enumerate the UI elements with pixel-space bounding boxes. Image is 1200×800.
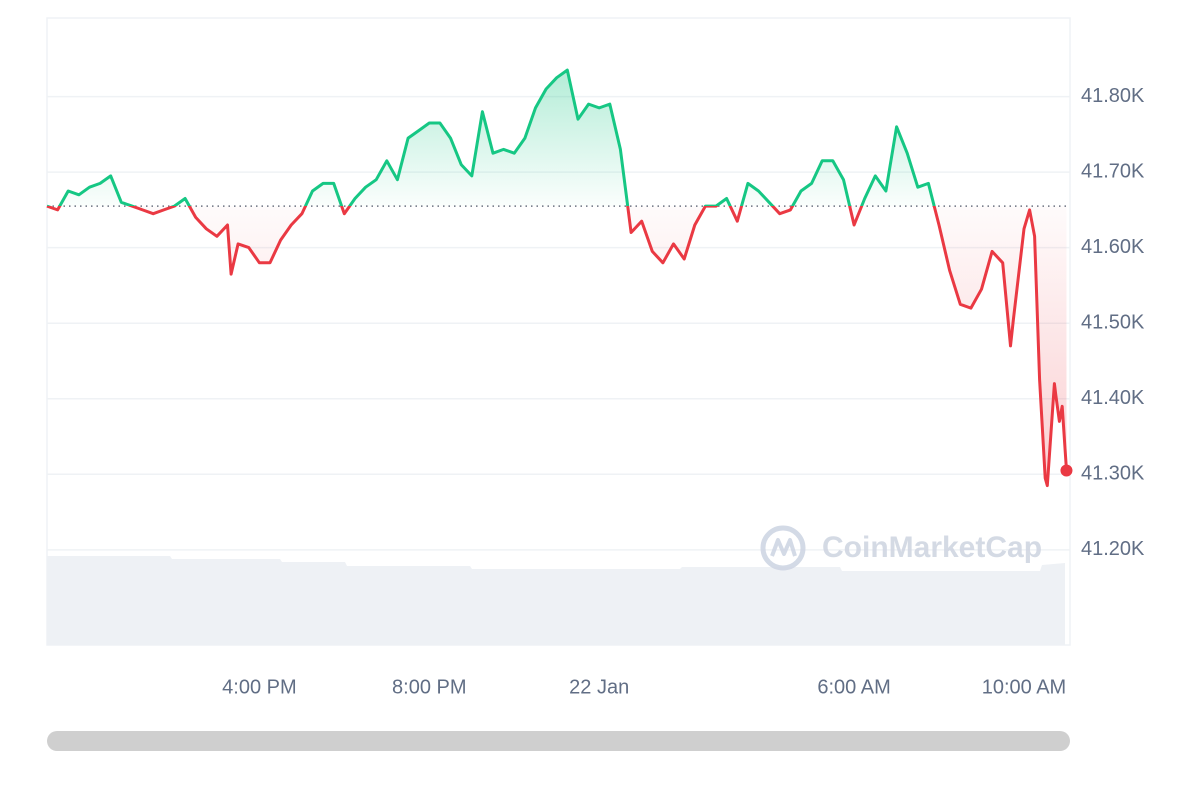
data-layer: [46, 68, 1073, 488]
x-tick-label: 4:00 PM: [222, 676, 296, 698]
last-price-dot: [1060, 464, 1073, 477]
volume-area: [47, 556, 1065, 645]
watermark-text: CoinMarketCap: [822, 531, 1042, 564]
watermark-logo: [760, 525, 806, 571]
y-tick-label: 41.60K: [1081, 236, 1145, 258]
y-tick-label: 41.70K: [1081, 160, 1145, 182]
y-tick-label: 41.50K: [1081, 311, 1145, 333]
y-tick-label: 41.30K: [1081, 463, 1145, 485]
scrollbar[interactable]: [47, 731, 1070, 751]
x-tick-label: 22 Jan: [569, 676, 629, 698]
watermark-logo-mark: [770, 538, 797, 557]
price-area: [47, 70, 1067, 486]
x-tick-label: 6:00 AM: [817, 676, 890, 698]
watermark: CoinMarketCap: [760, 525, 1042, 571]
y-tick-label: 41.20K: [1081, 538, 1145, 560]
y-tick-label: 41.80K: [1081, 85, 1145, 107]
y-tick-label: 41.40K: [1081, 387, 1145, 409]
price-line: [46, 68, 1068, 488]
x-tick-label: 8:00 PM: [392, 676, 466, 698]
x-tick-label: 10:00 AM: [982, 676, 1067, 698]
grid-layer: [47, 95, 1070, 551]
